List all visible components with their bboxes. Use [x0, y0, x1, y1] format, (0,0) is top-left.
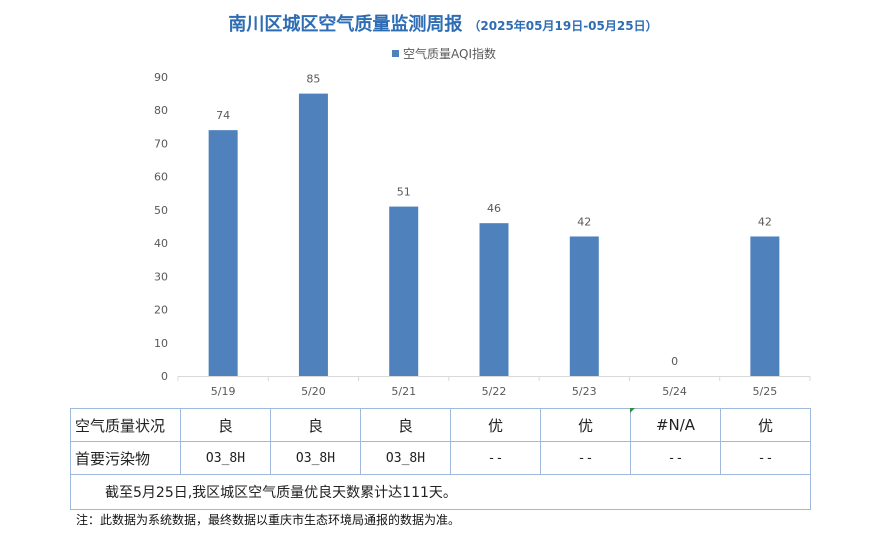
x-tick-label: 5/20 — [301, 385, 326, 398]
bar-data-label: 46 — [487, 202, 501, 215]
x-tick-label: 5/25 — [753, 385, 778, 398]
x-tick-label: 5/19 — [211, 385, 236, 398]
y-tick-label: 50 — [154, 204, 168, 217]
bar — [389, 206, 419, 376]
footnote: 注：此数据为系统数据，最终数据以重庆市生态环境局通报的数据为准。 — [76, 513, 461, 527]
bar-data-label: 0 — [671, 355, 678, 368]
bar-data-label: 42 — [577, 215, 591, 228]
report-title: 南川区城区空气质量监测周报 — [228, 14, 463, 35]
date-range: （2025年05月19日-05月25日） — [468, 19, 658, 33]
y-tick-label: 60 — [154, 171, 168, 184]
summary-text: 截至5月25日,我区城区空气质量优良天数累计达111天。 — [70, 474, 811, 510]
quality-cell: 良 — [360, 408, 451, 442]
quality-cell: 优 — [450, 408, 541, 442]
x-tick-label: 5/21 — [391, 385, 416, 398]
quality-cell: 良 — [270, 408, 361, 442]
y-tick-label: 40 — [154, 237, 168, 250]
pollutant-cell: -- — [540, 441, 631, 475]
quality-cell: #N/A — [630, 408, 721, 442]
row-label-pollutant: 首要污染物 — [70, 441, 181, 475]
y-tick-label: 20 — [154, 304, 168, 317]
pollutant-cell: O3_8H — [360, 441, 451, 475]
table-row-quality: 空气质量状况 良 良 良 优 优 #N/A 优 — [70, 408, 811, 442]
legend-label: 空气质量AQI指数 — [403, 46, 496, 61]
bar — [298, 93, 328, 376]
x-tick-label: 5/24 — [662, 385, 687, 398]
cell-error-marker — [630, 408, 635, 413]
bar-data-label: 51 — [397, 186, 411, 199]
bar — [208, 130, 238, 376]
chart-title: 南川区城区空气质量监测周报 （2025年05月19日-05月25日） — [0, 10, 886, 36]
y-tick-label: 10 — [154, 337, 168, 350]
row-label-quality: 空气质量状况 — [70, 408, 181, 442]
chart-legend: 空气质量AQI指数 — [392, 46, 496, 61]
quality-cell: 优 — [540, 408, 631, 442]
y-tick-label: 30 — [154, 270, 168, 283]
quality-cell: 优 — [720, 408, 811, 442]
bar — [479, 223, 509, 376]
y-tick-label: 80 — [154, 104, 168, 117]
x-tick-label: 5/23 — [572, 385, 597, 398]
bar-data-label: 42 — [758, 215, 772, 228]
bar — [569, 236, 599, 376]
y-axis: 0 10 20 30 40 50 60 70 80 90 — [154, 71, 168, 383]
bar-data-label: 85 — [306, 73, 320, 86]
y-tick-label: 0 — [161, 370, 168, 383]
x-axis: 5/19 5/20 5/21 5/22 5/23 5/24 5/25 — [177, 376, 811, 398]
bar — [750, 236, 780, 376]
legend-swatch — [392, 50, 399, 57]
pollutant-cell: -- — [450, 441, 541, 475]
y-tick-label: 70 — [154, 137, 168, 150]
bar-data-label: 74 — [216, 109, 230, 122]
pollutant-cell: -- — [720, 441, 811, 475]
x-tick-label: 5/22 — [482, 385, 507, 398]
y-tick-label: 90 — [154, 71, 168, 84]
pollutant-cell: O3_8H — [270, 441, 361, 475]
table-row-pollutant: 首要污染物 O3_8H O3_8H O3_8H -- -- -- -- — [70, 441, 811, 475]
data-labels: 74 85 51 46 42 0 42 — [216, 73, 772, 368]
pollutant-cell: O3_8H — [180, 441, 271, 475]
quality-cell: 良 — [180, 408, 271, 442]
air-quality-table: 空气质量状况 良 良 良 优 优 #N/A 优 首要污染物 O3_8H O3_8… — [70, 408, 811, 510]
bar-series — [208, 93, 780, 376]
table-row-summary: 截至5月25日,我区城区空气质量优良天数累计达111天。 — [70, 474, 811, 510]
pollutant-cell: -- — [630, 441, 721, 475]
